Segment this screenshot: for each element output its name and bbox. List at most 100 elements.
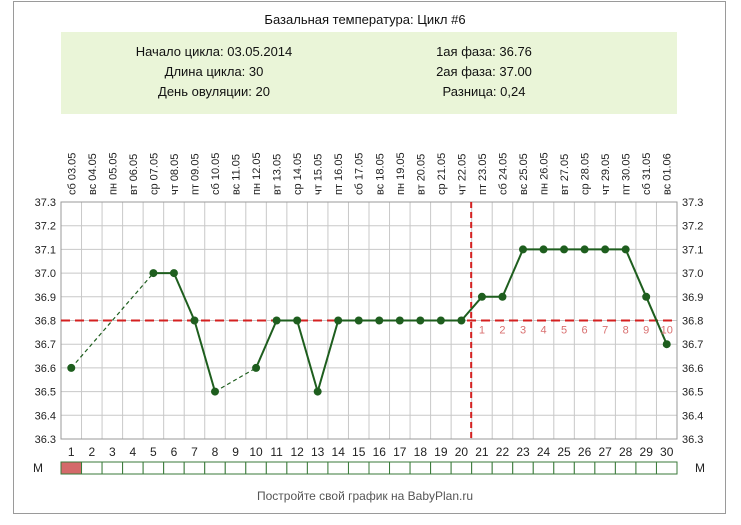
date-label: вт 13.05 [272, 154, 284, 195]
day-number-labels: 1 2 3 4 5 6 7 8 9 10 11 12 13 14 15 16 17 18 19 20 21 22 23 24 2… [68, 445, 674, 459]
day-number-label: 14 [332, 445, 346, 459]
date-label: ср 14.05 [292, 153, 304, 195]
phase2-day-label: 6 [582, 325, 588, 337]
phase2-day-labels: 1 2 3 4 5 6 7 8 9 10 [479, 325, 673, 337]
phase2-day-label: 4 [540, 325, 546, 337]
y-tick-label-right: 37.1 [682, 244, 703, 256]
menstruation-label-left: М [33, 461, 43, 475]
data-point [395, 316, 404, 325]
day-number-label: 29 [640, 445, 654, 459]
menstruation-cell [142, 461, 165, 475]
date-label: вт 27.05 [559, 154, 571, 195]
ovulation-day: День овуляции: 20 [158, 84, 270, 99]
day-number-label: 1 [68, 445, 75, 459]
date-label: вт 06.05 [128, 154, 140, 195]
series-segment [255, 320, 278, 369]
menstruation-cell [101, 461, 124, 475]
data-point [601, 245, 610, 254]
phase2-day-label: 2 [499, 325, 505, 337]
date-label: пт 16.05 [333, 153, 345, 195]
series-segment [173, 272, 196, 321]
date-label: ср 21.05 [436, 153, 448, 195]
data-point [354, 316, 363, 325]
data-point [190, 316, 199, 325]
menstruation-cell [430, 461, 452, 475]
menstruation-cell [553, 461, 575, 475]
y-tick-label-right: 37.2 [682, 221, 703, 233]
menstruation-cell [655, 461, 678, 475]
menstruation-cell [347, 461, 370, 475]
day-number-label: 25 [557, 445, 571, 459]
series-segment [316, 320, 340, 392]
date-labels: сб 03.05 вс 04.05 пн 05.05 вт 06.05 ср 07.05… [66, 152, 673, 195]
data-point [211, 387, 219, 396]
day-number-label: 21 [475, 445, 489, 459]
date-label: чт 22.05 [456, 154, 468, 195]
day-number-label: 10 [249, 445, 263, 459]
y-tick-label-left: 36.5 [35, 387, 56, 399]
date-label: сб 17.05 [354, 153, 366, 195]
phase1-average: 1ая фаза: 36.76 [436, 44, 532, 59]
phase-difference: Разница: 0,24 [443, 84, 526, 99]
day-number-label: 11 [270, 445, 283, 459]
phase2-average: 2ая фаза: 37.00 [436, 64, 532, 79]
date-label: пн 05.05 [107, 152, 119, 195]
y-tick-label-right: 36.6 [682, 363, 703, 375]
data-point [272, 316, 281, 325]
data-point [642, 292, 651, 301]
y-tick-label-right: 37.0 [682, 268, 703, 280]
date-label: сб 31.05 [641, 153, 653, 195]
day-number-label: 9 [232, 445, 239, 459]
date-label: ср 07.05 [148, 153, 160, 195]
day-number-label: 17 [393, 445, 407, 459]
menstruation-cell [204, 461, 226, 475]
day-number-label: 3 [109, 445, 116, 459]
data-point [436, 316, 445, 325]
date-label: пт 23.05 [477, 153, 489, 195]
data-point [539, 245, 548, 254]
date-label: сб 03.05 [66, 153, 78, 195]
y-tick-label-left: 36.4 [35, 410, 56, 422]
menstruation-cell [512, 461, 534, 475]
day-number-label: 6 [171, 445, 178, 459]
menstruation-cell [635, 461, 657, 475]
y-tick-label-left: 37.3 [35, 197, 56, 209]
menstruation-cell [224, 461, 247, 475]
day-number-label: 2 [88, 445, 95, 459]
date-label: вс 04.05 [87, 153, 99, 195]
y-tick-label-right: 37.3 [682, 197, 703, 209]
day-number-label: 23 [516, 445, 530, 459]
temperature-series [67, 245, 671, 396]
date-label: чт 08.05 [169, 154, 181, 195]
menstruation-cell [491, 461, 514, 475]
data-point [334, 316, 343, 325]
date-label: вт 20.05 [415, 154, 427, 195]
menstruation-cell [286, 461, 308, 475]
y-tick-label-right: 36.7 [682, 339, 703, 351]
menstruation-cell [122, 461, 144, 475]
date-label: ср 28.05 [580, 153, 592, 195]
date-label: вс 25.05 [518, 153, 530, 195]
menstruation-cell [450, 461, 473, 475]
menstruation-cell [81, 461, 103, 475]
date-label: пт 30.05 [621, 153, 633, 195]
data-point [313, 387, 322, 396]
data-point [149, 269, 158, 278]
menstruation-cell [163, 461, 185, 475]
date-label: вс 01.06 [662, 153, 674, 195]
menstruation-cell [594, 461, 616, 475]
day-number-label: 5 [150, 445, 157, 459]
data-point [416, 316, 425, 325]
phase2-day-label: 5 [561, 325, 567, 337]
menstruation-cell [245, 461, 267, 475]
data-point [169, 269, 178, 278]
phase2-day-label: 7 [602, 325, 608, 337]
date-label: вс 18.05 [374, 153, 386, 195]
day-number-label: 30 [660, 445, 674, 459]
day-number-label: 26 [578, 445, 592, 459]
date-label: пн 12.05 [251, 152, 263, 195]
menstruation-cell [327, 461, 349, 475]
y-tick-label-left: 37.1 [35, 244, 56, 256]
day-number-label: 20 [455, 445, 469, 459]
